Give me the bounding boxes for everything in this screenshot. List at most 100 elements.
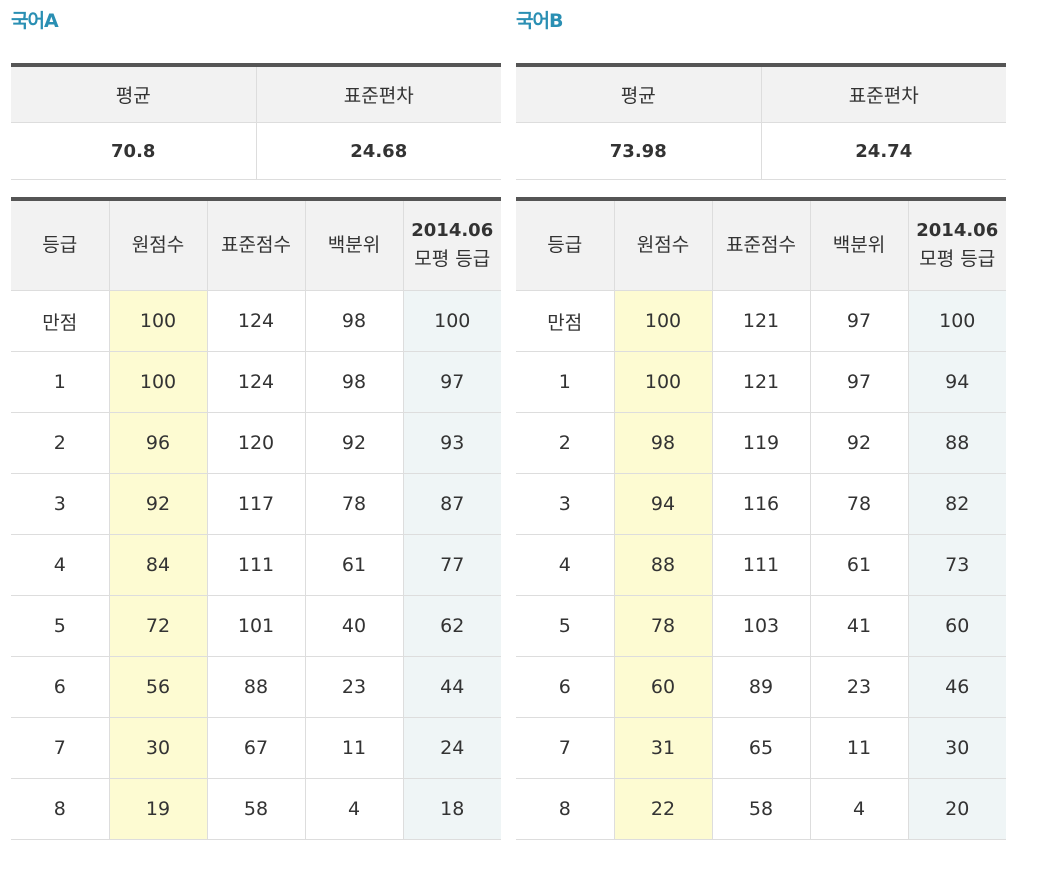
standard-score-cell: 120 [207, 412, 306, 474]
mock-grade-cell: 73 [908, 534, 1006, 596]
percentile-cell: 40 [305, 595, 404, 657]
mock-grade-cell: 60 [908, 595, 1006, 657]
grade-cell: 7 [516, 717, 615, 779]
percentile-cell: 97 [810, 351, 909, 413]
standard-score-cell: 119 [712, 412, 811, 474]
grade-cell: 8 [11, 778, 110, 840]
standard-score-cell: 58 [712, 778, 811, 840]
standard-score-cell: 65 [712, 717, 811, 779]
percentile-cell: 78 [810, 473, 909, 535]
standard-score-cell: 58 [207, 778, 306, 840]
grade-header: 등급 [11, 199, 110, 291]
mock-grade-cell: 97 [403, 351, 501, 413]
raw-score-cell: 31 [614, 717, 713, 779]
standard-score-cell: 89 [712, 656, 811, 718]
sd-value: 24.68 [256, 122, 501, 180]
mean-value: 73.98 [516, 122, 762, 180]
raw-score-cell: 72 [109, 595, 208, 657]
raw-score-cell: 60 [614, 656, 713, 718]
table-row: 2 98 119 92 88 [516, 412, 1006, 474]
table-row: 2 96 120 92 93 [11, 412, 501, 474]
table-row: 6 60 89 23 46 [516, 656, 1006, 718]
percentile-cell: 61 [305, 534, 404, 596]
table-row: 5 78 103 41 60 [516, 595, 1006, 657]
percentile-cell: 4 [810, 778, 909, 840]
summary-table: 평균 표준편차 73.98 24.74 [516, 63, 1006, 180]
standard-score-cell: 111 [207, 534, 306, 596]
percentile-cell: 4 [305, 778, 404, 840]
raw-score-cell: 100 [109, 351, 208, 413]
percentile-header: 백분위 [305, 199, 404, 291]
raw-score-cell: 56 [109, 656, 208, 718]
mock-label: 모평 등급 [919, 247, 996, 270]
raw-score-cell: 22 [614, 778, 713, 840]
mock-grade-cell: 100 [403, 290, 501, 352]
table-row: 6 56 88 23 44 [11, 656, 501, 718]
sd-value: 24.74 [761, 122, 1006, 180]
standard-score-cell: 117 [207, 473, 306, 535]
table-row: 7 30 67 11 24 [11, 717, 501, 779]
raw-score-cell: 96 [109, 412, 208, 474]
grade-cell: 2 [516, 412, 615, 474]
grade-cell: 7 [11, 717, 110, 779]
mock-grade-cell: 94 [908, 351, 1006, 413]
raw-score-header: 원점수 [109, 199, 208, 291]
percentile-header: 백분위 [810, 199, 909, 291]
raw-score-cell: 100 [109, 290, 208, 352]
mock-grade-header: 2014.06 모평 등급 [908, 199, 1006, 291]
mock-grade-cell: 62 [403, 595, 501, 657]
percentile-cell: 98 [305, 351, 404, 413]
standard-score-cell: 103 [712, 595, 811, 657]
mock-grade-cell: 24 [403, 717, 501, 779]
grade-cell: 2 [11, 412, 110, 474]
table-row: 4 88 111 61 73 [516, 534, 1006, 596]
raw-score-cell: 94 [614, 473, 713, 535]
sd-header: 표준편차 [256, 65, 501, 123]
standard-score-cell: 124 [207, 290, 306, 352]
standard-score-header: 표준점수 [712, 199, 811, 291]
grade-cell: 1 [11, 351, 110, 413]
grade-rows: 만점 100 124 98 100 1 100 124 98 97 2 96 120 92 93 3 92 117… [11, 290, 501, 840]
grade-cell: 만점 [516, 290, 615, 352]
panel-title: 국어B [516, 10, 563, 32]
grade-cell: 1 [516, 351, 615, 413]
table-row: 4 84 111 61 77 [11, 534, 501, 596]
percentile-cell: 92 [305, 412, 404, 474]
mock-year: 2014.06 [411, 219, 494, 241]
mock-grade-cell: 88 [908, 412, 1006, 474]
summary-table: 평균 표준편차 70.8 24.68 [11, 63, 501, 180]
raw-score-cell: 78 [614, 595, 713, 657]
percentile-cell: 61 [810, 534, 909, 596]
percentile-cell: 97 [810, 290, 909, 352]
standard-score-cell: 121 [712, 351, 811, 413]
percentile-cell: 11 [305, 717, 404, 779]
grade-cell: 3 [11, 473, 110, 535]
mean-header: 평균 [516, 65, 762, 123]
panel-title: 국어A [11, 10, 59, 32]
grade-table: 등급 원점수 표준점수 백분위 2014.06 모평 등급 만점 100 121 97… [516, 197, 1006, 840]
raw-score-cell: 19 [109, 778, 208, 840]
grade-cell: 5 [516, 595, 615, 657]
standard-score-cell: 116 [712, 473, 811, 535]
grade-rows: 만점 100 121 97 100 1 100 121 97 94 2 98 119 92 88 3 94 116… [516, 290, 1006, 840]
mock-grade-cell: 30 [908, 717, 1006, 779]
grade-cell: 5 [11, 595, 110, 657]
mock-grade-cell: 100 [908, 290, 1006, 352]
mock-year: 2014.06 [916, 219, 999, 241]
raw-score-cell: 92 [109, 473, 208, 535]
table-row: 만점 100 124 98 100 [11, 290, 501, 352]
grade-cell: 6 [11, 656, 110, 718]
grade-cell: 4 [11, 534, 110, 596]
percentile-cell: 78 [305, 473, 404, 535]
mock-grade-cell: 46 [908, 656, 1006, 718]
grade-cell: 8 [516, 778, 615, 840]
raw-score-cell: 30 [109, 717, 208, 779]
mock-grade-cell: 44 [403, 656, 501, 718]
percentile-cell: 92 [810, 412, 909, 474]
mock-grade-cell: 87 [403, 473, 501, 535]
raw-score-cell: 88 [614, 534, 713, 596]
raw-score-header: 원점수 [614, 199, 713, 291]
percentile-cell: 23 [305, 656, 404, 718]
table-row: 3 94 116 78 82 [516, 473, 1006, 535]
grade-cell: 3 [516, 473, 615, 535]
